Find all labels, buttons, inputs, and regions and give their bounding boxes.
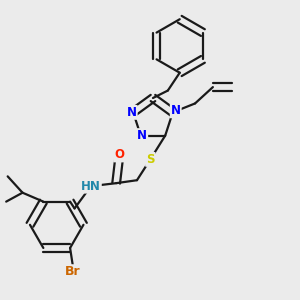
Text: Br: Br [65,265,81,278]
Text: N: N [127,106,137,119]
Text: N: N [137,129,147,142]
Text: HN: HN [81,180,101,193]
Text: N: N [171,104,181,117]
Text: O: O [114,148,124,161]
Text: S: S [146,153,154,166]
